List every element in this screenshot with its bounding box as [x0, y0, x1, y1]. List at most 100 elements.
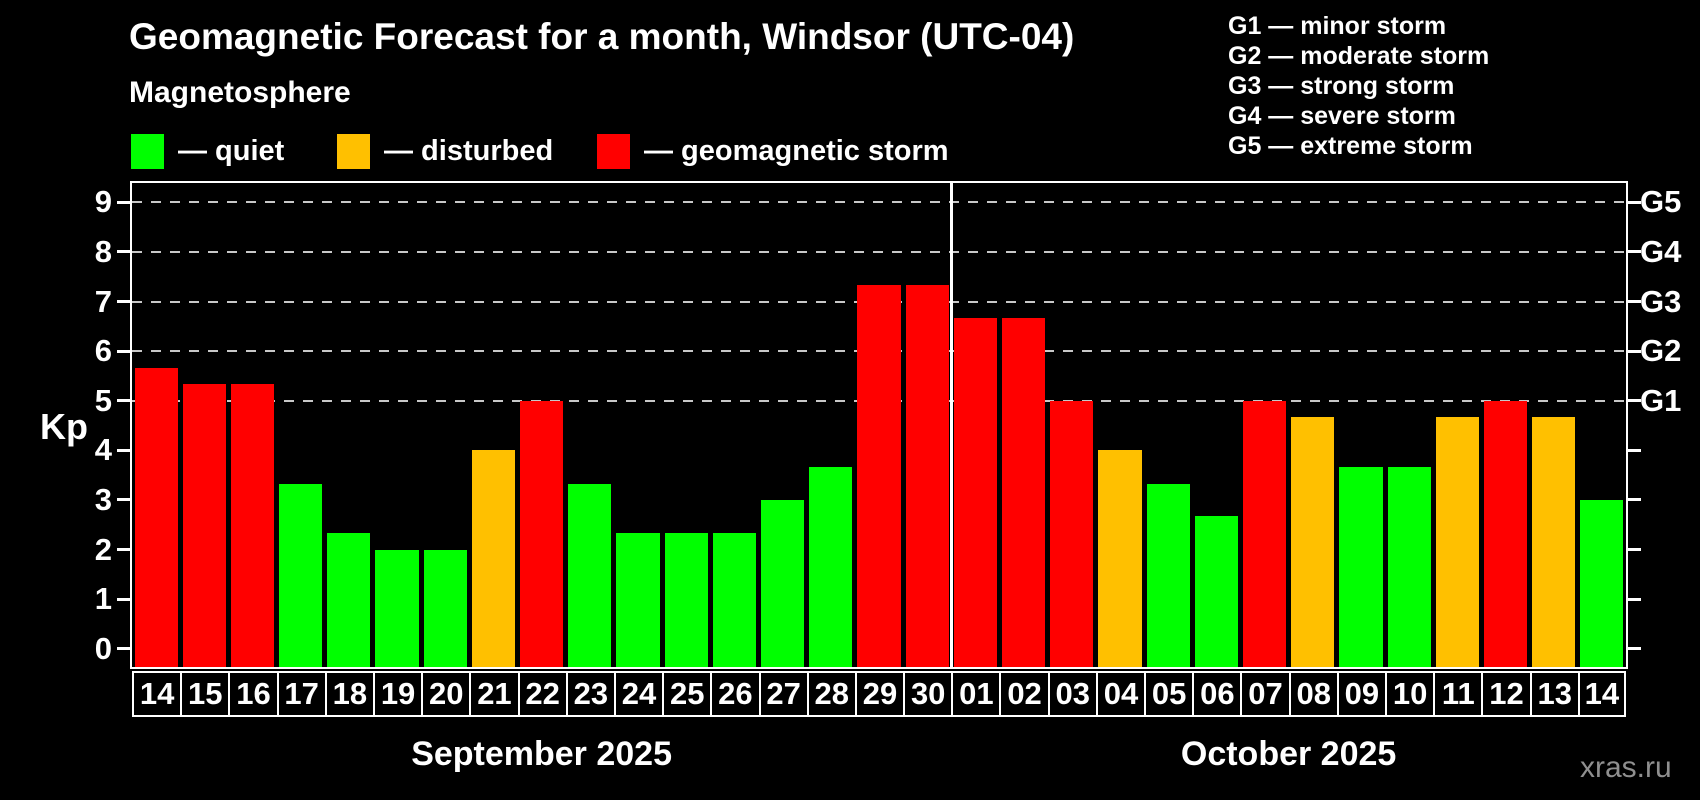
y-axis-tick-left: [117, 349, 130, 353]
kp-bar: [905, 285, 949, 667]
day-label: 04: [1095, 671, 1147, 717]
g-level-label-g4: G4: [1640, 233, 1682, 269]
kp-bar: [664, 533, 708, 667]
day-label: 15: [180, 671, 231, 717]
kp-bar: [1242, 400, 1287, 667]
y-axis-tick-right: [1628, 597, 1641, 601]
kp-bar: [1435, 417, 1479, 667]
day-label: 17: [276, 671, 327, 717]
day-label: 26: [710, 671, 761, 717]
storm-color-swatch: [597, 133, 630, 169]
day-label: 09: [1336, 671, 1388, 717]
y-tick-label: 7: [94, 283, 112, 319]
day-label: 14: [132, 671, 183, 717]
day-label: 05: [1144, 671, 1195, 717]
y-axis-tick-left: [117, 300, 130, 303]
g-level-label-g5: G5: [1640, 184, 1682, 220]
disturbed-color-swatch: [337, 133, 370, 169]
chart-title: Geomagnetic Forecast for a month, Windso…: [129, 16, 1075, 57]
y-tick-label: 9: [94, 184, 112, 220]
day-label: 03: [1047, 671, 1098, 717]
legend-item-quiet: — quiet: [131, 133, 284, 169]
plot-area: 0 1 2 3 4 5 6 7 8 9 G1 G2 G3 G4 G5: [95, 181, 1681, 669]
legend-label-quiet: — quiet: [178, 134, 285, 167]
kp-bar: [761, 499, 805, 667]
day-label: 21: [469, 671, 520, 717]
y-axis-tick-right: [1628, 349, 1641, 353]
y-axis-tick-left: [117, 448, 130, 452]
day-label: 24: [613, 671, 665, 717]
day-label: 08: [1288, 671, 1339, 717]
y-axis-tick-right: [1628, 399, 1641, 403]
g-scale-legend: G1 — minor storm G2 — moderate storm G3 …: [1228, 11, 1489, 161]
y-axis-tick-right: [1628, 498, 1641, 502]
y-tick-label: 3: [94, 481, 112, 517]
g-legend-line-g4: G4 — severe storm: [1228, 102, 1456, 130]
y-axis-tick-right: [1628, 200, 1641, 204]
kp-bar: [134, 367, 178, 667]
kp-bar: [1098, 450, 1142, 667]
y-tick-label: 0: [94, 630, 112, 666]
day-label: 11: [1433, 671, 1484, 717]
gridline-kp8: [132, 250, 1626, 253]
y-tick-label: 8: [94, 233, 112, 269]
kp-bar: [1483, 400, 1528, 667]
kp-bar: [1387, 466, 1431, 667]
day-label: 10: [1385, 671, 1436, 717]
month-label: September 2025: [411, 735, 672, 773]
month-separator-line: [949, 183, 953, 667]
day-label: 30: [903, 671, 954, 717]
kp-bar: [568, 483, 612, 667]
day-label: 13: [1529, 671, 1580, 717]
day-label: 06: [1192, 671, 1243, 717]
day-label: 20: [421, 671, 472, 717]
kp-bar: [279, 483, 323, 667]
g-legend-line-g2: G2 — moderate storm: [1228, 42, 1490, 70]
kp-bar: [809, 466, 853, 667]
gridline-kp9: [132, 201, 1626, 204]
chart-subtitle: Magnetosphere: [129, 76, 351, 109]
y-tick-label: 4: [94, 432, 112, 468]
day-label: 07: [1240, 671, 1291, 717]
kp-bar: [1146, 483, 1190, 667]
kp-bar: [471, 450, 516, 667]
kp-bar: [1050, 400, 1094, 667]
y-axis-tick-left: [117, 498, 130, 502]
day-label: 18: [324, 671, 375, 717]
day-label: 23: [565, 671, 616, 717]
kp-bar: [327, 533, 371, 667]
y-axis-tick-left: [117, 399, 130, 403]
kp-bar: [712, 533, 756, 667]
g-legend-line-g3: G3 — strong storm: [1228, 72, 1455, 100]
kp-bar: [616, 533, 660, 667]
kp-bar: [1580, 499, 1624, 667]
legend-item-disturbed: — disturbed: [337, 133, 553, 169]
kp-bar: [423, 549, 467, 667]
day-label: 22: [517, 671, 568, 717]
kp-bar: [182, 384, 226, 667]
g-level-label-g3: G3: [1640, 283, 1682, 319]
day-label: 29: [854, 671, 906, 717]
y-tick-label: 2: [94, 531, 112, 567]
kp-bar: [1291, 417, 1335, 667]
y-axis-tick-right: [1628, 448, 1641, 452]
day-label: 12: [1481, 671, 1532, 717]
day-label: 16: [228, 671, 279, 717]
y-axis-tick-left: [117, 250, 130, 254]
kp-bar: [520, 400, 564, 667]
kp-bar: [230, 384, 275, 667]
y-tick-label: 6: [94, 333, 112, 369]
month-label: October 2025: [1180, 735, 1397, 773]
y-axis-tick-right: [1628, 647, 1641, 651]
kp-bar: [1194, 516, 1238, 667]
day-label: 02: [999, 671, 1050, 717]
g-legend-line-g1: G1 — minor storm: [1228, 12, 1447, 40]
legend-label-disturbed: — disturbed: [384, 134, 554, 167]
x-axis-day-labels: 14 15 16 17 18 19 20 21 22 23 24 25 26 27 28 29 30 01 02 03…: [132, 671, 1626, 717]
y-axis-tick-left: [117, 200, 130, 204]
legend-item-storm: — geomagnetic storm: [597, 133, 949, 169]
g-legend-line-g5: G5 — extreme storm: [1228, 132, 1473, 160]
y-axis-tick-right: [1628, 548, 1641, 551]
y-tick-label: 1: [94, 581, 112, 617]
